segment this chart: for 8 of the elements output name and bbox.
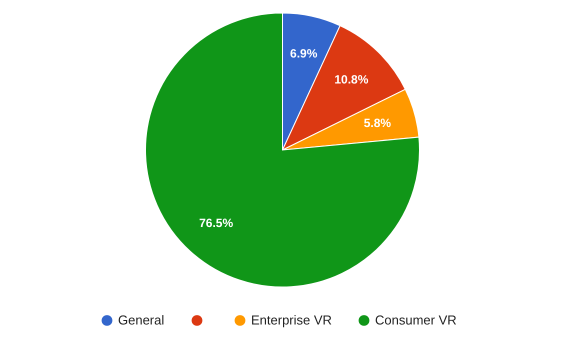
data-label: 76.5% — [199, 216, 234, 230]
legend-label: General — [118, 312, 164, 328]
data-label: 10.8% — [334, 72, 369, 86]
pie-slice — [145, 12, 420, 288]
legend-label: Enterprise VR — [251, 312, 332, 328]
data-label: 6.9% — [290, 46, 318, 61]
legend-label: Consumer VR — [375, 312, 457, 328]
data-label: 5.8% — [364, 116, 392, 130]
